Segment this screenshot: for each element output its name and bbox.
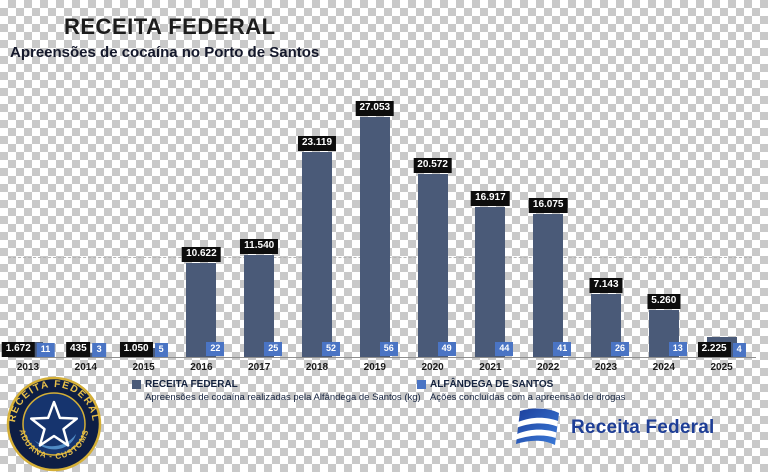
legend-marker-actions-icon [417, 380, 426, 389]
legend-marker-kg-icon [132, 380, 141, 389]
year-label-2017: 2017 [248, 362, 271, 373]
value-label-2016: 10.622 [182, 247, 221, 262]
page-title: RECEITA FEDERAL [64, 14, 276, 39]
year-label-2019: 2019 [363, 362, 386, 373]
value-group-2013: 1.672 11 [1, 342, 55, 357]
value-label-2017: 11.540 [240, 239, 279, 254]
aduana-customs-seal: RECEITA FEDERAL ADUANA - CUSTOMS [6, 376, 102, 472]
value-label-2018: 23.119 [297, 136, 337, 151]
page-subtitle: Apreensões de cocaína no Porto de Santos [10, 44, 320, 61]
bar-2019 [359, 117, 390, 357]
year-label-2016: 2016 [190, 362, 213, 373]
actions-count-2015: 5 [154, 342, 168, 357]
bar-2017 [244, 255, 275, 357]
year-label-2020: 2020 [421, 362, 444, 373]
actions-count-2021: 44 [495, 342, 514, 356]
year-label-2021: 2021 [479, 362, 502, 373]
x-axis-baseline [8, 357, 756, 358]
year-label-2024: 2024 [652, 362, 675, 373]
value-label-2019: 27.053 [355, 101, 395, 116]
year-label-2022: 2022 [537, 362, 560, 373]
receita-federal-flag-icon [516, 408, 559, 445]
year-label-2013: 2013 [16, 362, 40, 373]
legend-name-left: RECEITA FEDERAL [145, 379, 238, 390]
value-group-2015: 1.050 5 [119, 342, 168, 357]
year-label-2018: 2018 [305, 362, 329, 373]
year-label-2014: 2014 [74, 362, 97, 373]
value-label-2020: 20.572 [413, 158, 452, 173]
bar-2022 [533, 214, 564, 357]
legend-desc-left: Apreensões de cocaína realizadas pela Al… [145, 392, 421, 403]
receita-federal-logo: Receita Federal [513, 408, 714, 448]
actions-count-2016: 22 [206, 342, 225, 356]
value-label-2024: 5.260 [647, 294, 681, 309]
bar-2021 [475, 207, 506, 357]
bar-2018 [302, 152, 332, 357]
legend-name-right: ALFÂNDEGA DE SANTOS [430, 379, 554, 390]
actions-count-2023: 26 [611, 342, 630, 356]
value-label-2022: 16.075 [528, 198, 568, 213]
value-label-2021: 16.917 [471, 191, 510, 206]
bar-2020 [417, 174, 448, 357]
legend-desc-right: Ações concluídas com a apreensão de drog… [430, 392, 626, 403]
actions-count-2022: 41 [553, 342, 572, 356]
value-label-2015: 1.050 [119, 342, 153, 357]
year-label-2015: 2015 [132, 362, 155, 373]
aduana-seal-icon: RECEITA FEDERAL ADUANA - CUSTOMS [6, 376, 102, 472]
actions-count-2013: 11 [36, 342, 55, 357]
actions-count-2018: 52 [322, 342, 341, 356]
value-label-2013: 1.672 [1, 342, 35, 357]
actions-count-2019: 56 [379, 342, 398, 356]
bar-2016 [186, 263, 217, 357]
value-group-2025: 2.225 4 [697, 342, 746, 357]
actions-count-2024: 13 [668, 342, 687, 356]
value-label-2014: 435 [65, 342, 91, 357]
legend-alfandega-santos: ALFÂNDEGA DE SANTOS Ações concluídas com… [417, 379, 625, 403]
receita-federal-wordmark: Receita Federal [571, 417, 715, 438]
actions-count-2020: 49 [437, 342, 456, 356]
value-group-2014: 435 3 [65, 342, 106, 357]
legend-receita-federal: RECEITA FEDERAL Apreensões de cocaína re… [132, 379, 421, 403]
year-label-2023: 2023 [594, 362, 618, 373]
value-label-2023: 7.143 [589, 278, 623, 293]
year-label-2025: 2025 [710, 362, 733, 373]
actions-count-2025: 4 [732, 342, 746, 357]
actions-count-2014: 3 [92, 342, 106, 357]
actions-count-2017: 25 [264, 342, 283, 356]
value-label-2025: 2.225 [697, 342, 731, 357]
